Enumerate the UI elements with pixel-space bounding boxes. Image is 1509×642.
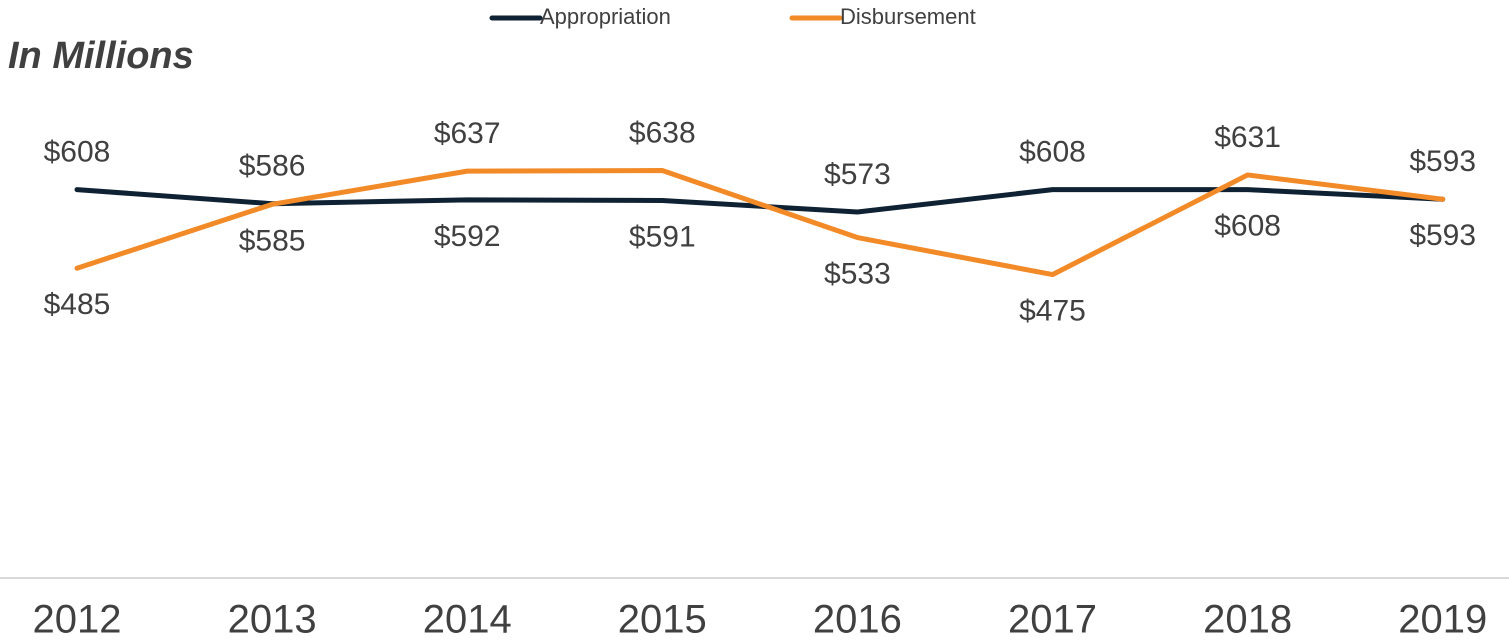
data-label: $608 (1019, 136, 1086, 169)
data-label: $573 (824, 158, 891, 191)
legend-label: Disbursement (840, 4, 976, 29)
data-label: $533 (824, 257, 891, 290)
data-label: $593 (1409, 219, 1476, 252)
x-tick-label: 2015 (618, 598, 707, 642)
data-label: $485 (44, 288, 111, 321)
data-label: $585 (239, 224, 306, 257)
data-label: $591 (629, 220, 696, 253)
x-tick-label: 2012 (33, 598, 122, 642)
chart-title: In Millions (8, 35, 194, 77)
series-line (74, 167, 1446, 278)
data-label: $631 (1214, 121, 1281, 154)
x-tick-label: 2017 (1008, 598, 1097, 642)
data-label: $608 (44, 136, 111, 169)
x-tick-label: 2014 (423, 598, 512, 642)
data-label: $592 (434, 220, 501, 253)
data-label: $608 (1214, 210, 1281, 243)
data-label: $638 (629, 116, 696, 149)
legend-label: Appropriation (540, 4, 671, 29)
x-tick-label: 2016 (813, 598, 902, 642)
data-label: $475 (1019, 295, 1086, 328)
data-label: $586 (239, 150, 306, 183)
data-label: $593 (1409, 145, 1476, 178)
x-tick-label: 2019 (1398, 598, 1487, 642)
data-label: $637 (434, 117, 501, 150)
x-tick-label: 2018 (1203, 598, 1292, 642)
x-tick-label: 2013 (228, 598, 317, 642)
